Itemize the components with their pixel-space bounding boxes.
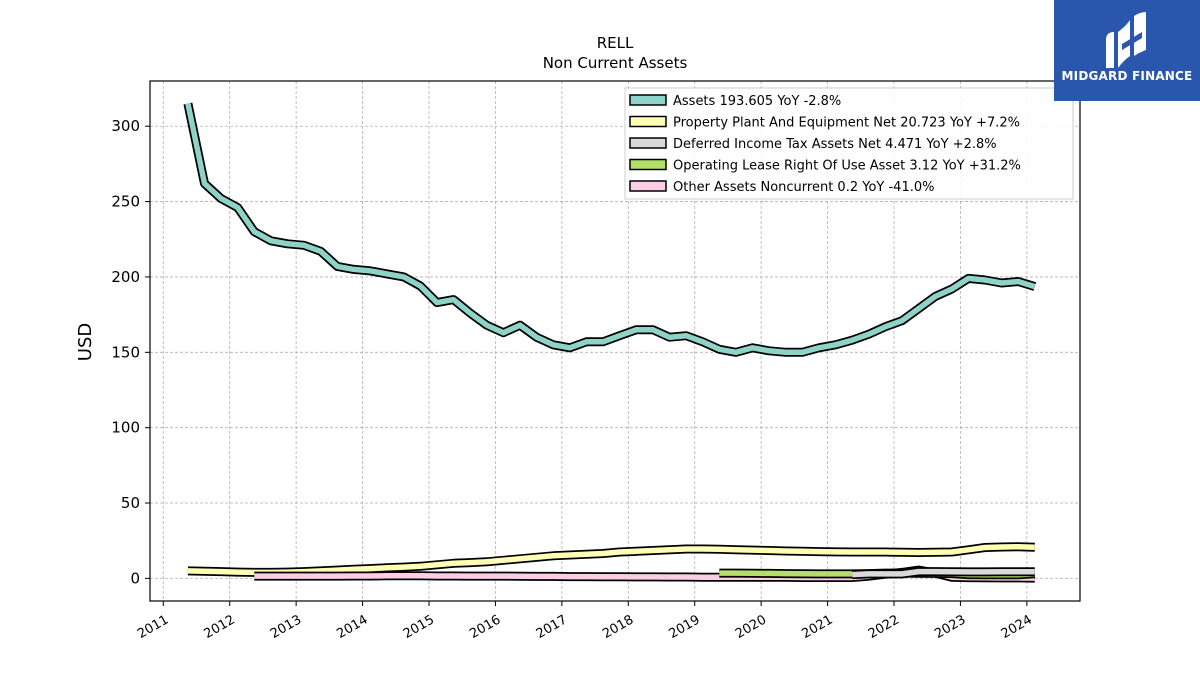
x-tick-label: 2020 bbox=[733, 612, 769, 642]
x-tick-label: 2023 bbox=[932, 612, 968, 642]
x-tick-label: 2019 bbox=[667, 612, 703, 642]
legend-swatch bbox=[629, 115, 667, 128]
series-line bbox=[187, 543, 1035, 576]
legend-label: Property Plant And Equipment Net 20.723 … bbox=[673, 116, 1020, 131]
x-tick-label: 2016 bbox=[467, 612, 503, 642]
legend-swatch bbox=[629, 158, 667, 171]
y-tick-label: 0 bbox=[130, 569, 140, 587]
y-tick-label: 100 bbox=[111, 419, 140, 437]
legend-label: Other Assets Noncurrent 0.2 YoY -41.0% bbox=[673, 180, 934, 195]
chart-title: RELL bbox=[597, 34, 634, 52]
brand-logo: MIDGARD FINANCE bbox=[1054, 0, 1200, 101]
x-tick-label: 2017 bbox=[534, 612, 570, 642]
chart-subtitle: Non Current Assets bbox=[543, 54, 688, 72]
y-tick-label: 250 bbox=[111, 193, 140, 211]
x-tick-label: 2014 bbox=[334, 612, 370, 642]
x-tick-label: 2013 bbox=[268, 612, 304, 642]
legend-swatch bbox=[629, 137, 667, 149]
series-line bbox=[851, 568, 1035, 578]
x-tick-label: 2024 bbox=[999, 612, 1035, 642]
y-tick-label: 150 bbox=[111, 343, 140, 361]
y-axis: 0 50 100 150 200 250 300 bbox=[111, 117, 150, 587]
legend: Assets 193.605 YoY -2.8% Property Plant A… bbox=[624, 87, 1074, 200]
brand-name: MIDGARD FINANCE bbox=[1061, 69, 1193, 83]
series-line bbox=[185, 103, 1036, 356]
y-tick-label: 50 bbox=[121, 494, 140, 512]
x-tick-label: 2018 bbox=[600, 612, 636, 642]
midgard-logo-icon bbox=[1106, 12, 1146, 68]
plot-frame bbox=[149, 80, 1081, 602]
x-tick-label: 2021 bbox=[799, 612, 835, 642]
legend-box bbox=[624, 87, 1074, 200]
x-tick-label: 2022 bbox=[866, 612, 902, 642]
y-tick-label: 200 bbox=[111, 268, 140, 286]
x-axis: 2011 2012 2013 2014 2015 2016 2017 2018 2019 2020… bbox=[135, 601, 1035, 642]
legend-label: Deferred Income Tax Assets Net 4.471 YoY… bbox=[673, 137, 997, 152]
legend-label: Operating Lease Right Of Use Asset 3.12 … bbox=[673, 159, 1021, 174]
x-tick-label: 2012 bbox=[202, 612, 238, 642]
legend-label: Assets 193.605 YoY -2.8% bbox=[673, 94, 841, 109]
legend-swatch bbox=[629, 94, 667, 106]
y-tick-label: 300 bbox=[111, 117, 140, 135]
legend-swatch bbox=[629, 180, 667, 192]
x-tick-label: 2015 bbox=[401, 612, 437, 642]
x-tick-label: 2011 bbox=[135, 612, 171, 642]
series-areas bbox=[183, 102, 1037, 583]
y-axis-label: USD bbox=[75, 323, 96, 361]
